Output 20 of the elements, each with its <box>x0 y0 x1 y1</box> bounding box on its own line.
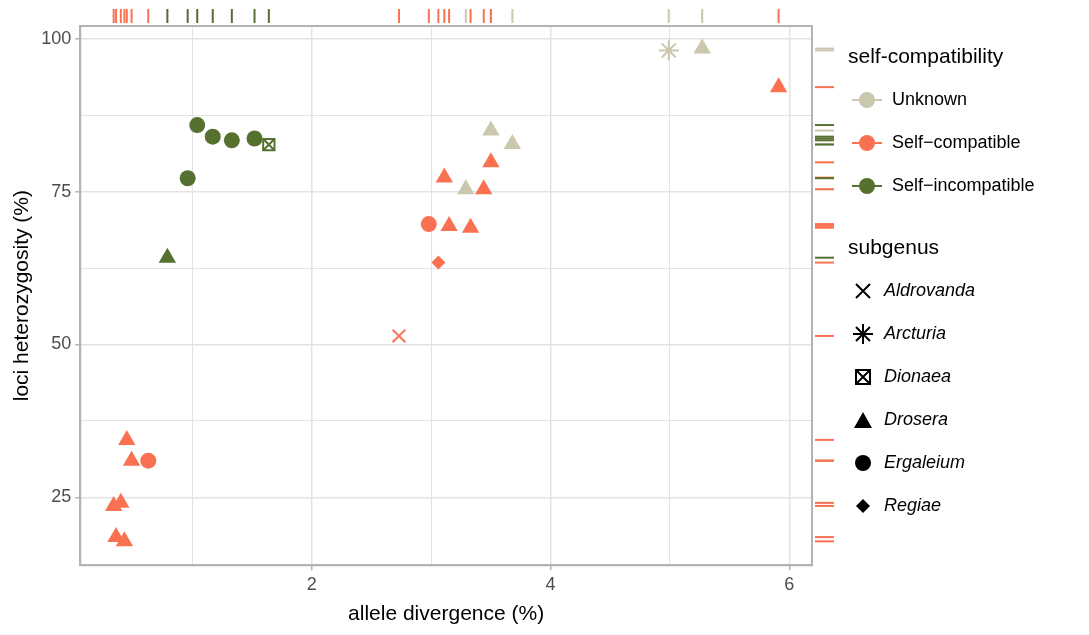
legend-label: Unknown <box>892 89 968 110</box>
y-tick-label: 50 <box>51 333 72 354</box>
x-tick-label: 4 <box>545 573 556 594</box>
legend-label: Self−incompatible <box>892 175 1035 196</box>
text: self-compatibility <box>848 44 1004 67</box>
legend-label: Self−compatible <box>892 132 1021 153</box>
legend-label: Aldrovanda <box>884 280 976 301</box>
text: subgenus <box>848 235 940 258</box>
legend-label: Dionaea <box>884 366 952 387</box>
legend-label: Drosera <box>884 409 949 430</box>
y-tick-label: 25 <box>51 486 72 507</box>
x-axis-title: allele divergence (%) <box>348 601 545 625</box>
legend-label: Ergaleium <box>884 452 966 473</box>
x-tick-label: 2 <box>306 573 317 594</box>
legend-label: Arcturia <box>884 323 947 344</box>
legend-label: Regiae <box>884 495 942 516</box>
y-axis-title: loci heterozygosity (%) <box>9 189 33 402</box>
y-tick-label: 75 <box>51 180 72 201</box>
x-tick-label: 6 <box>784 573 795 594</box>
y-tick-label: 100 <box>41 27 72 48</box>
